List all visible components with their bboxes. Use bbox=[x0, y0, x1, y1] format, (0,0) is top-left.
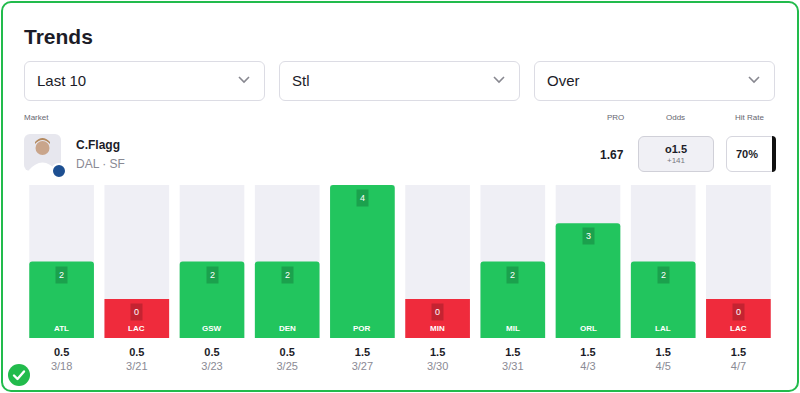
svg-text:ORL: ORL bbox=[580, 324, 597, 333]
html-text:Over: Over bbox=[547, 72, 580, 89]
svg-text:2: 2 bbox=[59, 270, 64, 280]
svg-text:0.53/25: 0.53/25 bbox=[276, 346, 297, 372]
svg-text:1.54/5: 1.54/5 bbox=[656, 346, 671, 372]
html-text:Hit Rate: Hit Rate bbox=[735, 113, 764, 122]
html-text:C.Flagg: C.Flagg bbox=[76, 138, 120, 152]
svg-text:LAC: LAC bbox=[730, 324, 747, 333]
html-text:DAL · SF: DAL · SF bbox=[76, 157, 125, 171]
html-text:PRO: PRO bbox=[607, 113, 625, 122]
svg-text:2: 2 bbox=[285, 270, 290, 280]
html-text:o1.5: o1.5 bbox=[665, 143, 687, 155]
svg-text:0: 0 bbox=[435, 307, 440, 317]
svg-text:0.53/18: 0.53/18 bbox=[51, 346, 72, 372]
html-text:1.67: 1.67 bbox=[600, 148, 624, 162]
html-text:Market: Market bbox=[24, 113, 49, 122]
svg-text:MIL: MIL bbox=[506, 324, 520, 333]
svg-text:1.54/3: 1.54/3 bbox=[580, 346, 595, 372]
svg-text:LAC: LAC bbox=[128, 324, 145, 333]
svg-text:4: 4 bbox=[360, 193, 365, 203]
html-text:Trends: Trends bbox=[24, 25, 93, 48]
svg-text:3: 3 bbox=[586, 231, 591, 241]
svg-text:1.53/27: 1.53/27 bbox=[352, 346, 373, 372]
svg-text:1.54/7: 1.54/7 bbox=[731, 346, 746, 372]
svg-text:DEN: DEN bbox=[279, 324, 296, 333]
svg-text:LAL: LAL bbox=[655, 324, 671, 333]
svg-text:0.53/23: 0.53/23 bbox=[201, 346, 222, 372]
html-text:Last 10: Last 10 bbox=[37, 72, 87, 89]
svg-text:ATL: ATL bbox=[54, 324, 69, 333]
svg-text:2: 2 bbox=[661, 270, 666, 280]
svg-text:2: 2 bbox=[210, 270, 215, 280]
svg-text:2: 2 bbox=[510, 270, 515, 280]
svg-text:0: 0 bbox=[736, 307, 741, 317]
svg-text:1.53/30: 1.53/30 bbox=[427, 346, 448, 372]
html-text:Stl: Stl bbox=[292, 72, 310, 89]
svg-text:MIN: MIN bbox=[430, 324, 445, 333]
svg-text:0: 0 bbox=[134, 307, 139, 317]
html-text:+141: +141 bbox=[667, 156, 685, 165]
html-text:Odds: Odds bbox=[666, 113, 686, 122]
svg-text:1.53/31: 1.53/31 bbox=[502, 346, 523, 372]
svg-text:GSW: GSW bbox=[202, 324, 222, 333]
html-text:70%: 70% bbox=[736, 148, 758, 160]
svg-text:POR: POR bbox=[353, 324, 371, 333]
svg-text:0.53/21: 0.53/21 bbox=[126, 346, 147, 372]
